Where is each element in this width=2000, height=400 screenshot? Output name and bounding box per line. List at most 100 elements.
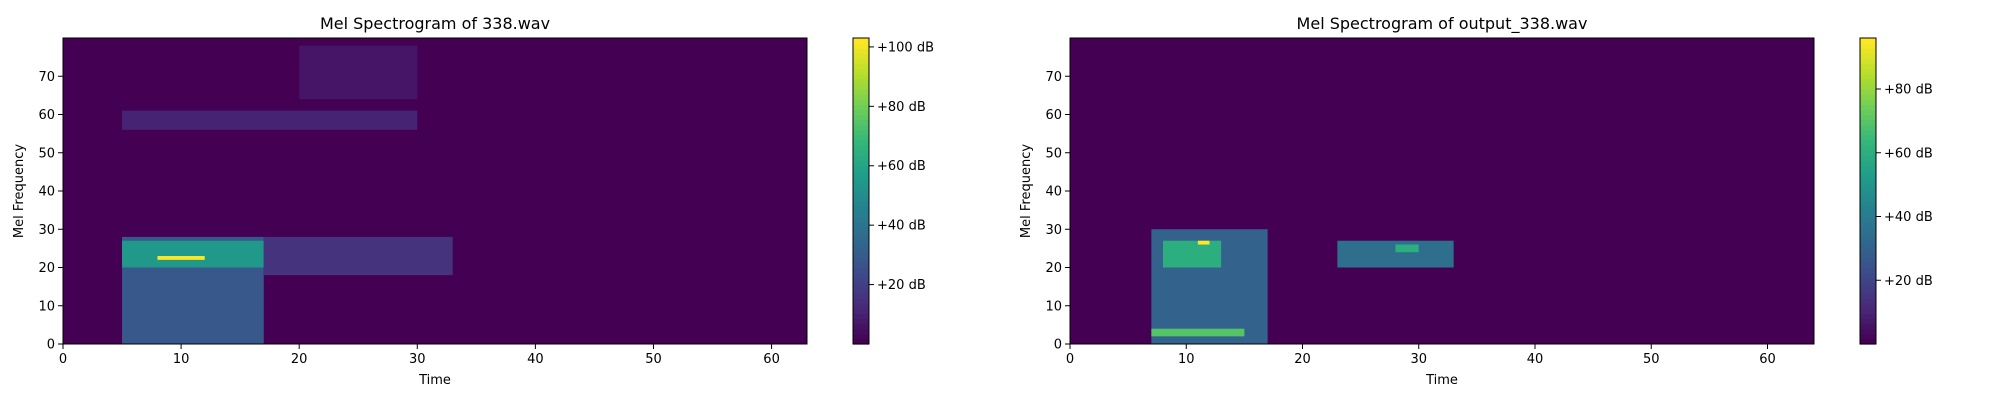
colorbar-step xyxy=(853,170,869,177)
colorbar-step xyxy=(1860,298,1876,304)
x-tick-label: 0 xyxy=(1066,352,1074,367)
colorbar-step xyxy=(853,109,869,116)
colorbar-step xyxy=(853,140,869,146)
colorbar-step xyxy=(853,293,869,299)
colorbar-step xyxy=(1860,272,1876,279)
colorbar-step xyxy=(1860,247,1876,253)
colorbar-tick-label: +20 dB xyxy=(877,278,926,293)
spectrogram-panel-1: 0 10 20 30 40 50 60 0 10 20 30 40 50 60 70 Mel Spectrog… xyxy=(12,14,934,388)
colorbar-step xyxy=(853,236,869,243)
colorbar-step xyxy=(853,333,869,340)
colorbar-step xyxy=(1860,68,1876,75)
energy-region-4 xyxy=(1151,328,1245,337)
colorbar-step xyxy=(853,201,869,207)
colorbar-step xyxy=(853,175,869,182)
colorbar-step xyxy=(1860,236,1876,243)
colorbar-step xyxy=(853,338,869,345)
colorbar-step xyxy=(853,206,869,212)
colorbar-step xyxy=(853,328,869,335)
colorbar-tick-label: +40 dB xyxy=(877,219,926,234)
colorbar-step xyxy=(1860,216,1876,223)
colorbar-step xyxy=(1860,262,1876,269)
colorbar-step xyxy=(1860,180,1876,187)
colorbar-step xyxy=(1860,185,1876,192)
colorbar-step xyxy=(853,38,869,44)
x-tick-label: 40 xyxy=(527,352,544,367)
colorbar-step xyxy=(1860,267,1876,274)
colorbar-step xyxy=(1860,119,1876,126)
x-tick-label: 60 xyxy=(763,352,780,367)
chart-title: Mel Spectrogram of output_338.wav xyxy=(1297,14,1588,34)
colorbar-step xyxy=(1860,328,1876,335)
colorbar-step xyxy=(1860,323,1876,330)
colorbar-step xyxy=(1860,226,1876,233)
colorbar-step xyxy=(1860,165,1876,172)
colorbar-step xyxy=(853,78,869,85)
colorbar-step xyxy=(1860,282,1876,289)
colorbar-step xyxy=(853,191,869,197)
colorbar-step xyxy=(853,145,869,151)
colorbar-step xyxy=(853,134,869,141)
colorbar-step xyxy=(853,185,869,192)
colorbar-step xyxy=(1860,308,1876,314)
colorbar-step xyxy=(853,124,869,131)
y-tick-label: 20 xyxy=(38,261,55,276)
x-tick-label: 10 xyxy=(173,352,190,367)
colorbar-step xyxy=(853,73,869,80)
colorbar-step xyxy=(853,119,869,126)
colorbar-step xyxy=(853,221,869,228)
x-tick-label: 50 xyxy=(1643,352,1660,367)
energy-region-3 xyxy=(1197,240,1210,245)
colorbar-step xyxy=(853,282,869,289)
x-tick-label: 20 xyxy=(1294,352,1311,367)
colorbar-step xyxy=(853,94,869,100)
colorbar-tick-label: +100 dB xyxy=(877,40,934,55)
colorbar-step xyxy=(1860,140,1876,146)
colorbar-step xyxy=(1860,231,1876,238)
colorbar-step xyxy=(1860,104,1876,110)
colorbar-step xyxy=(853,287,869,294)
colorbar-step xyxy=(853,89,869,95)
colorbar-step xyxy=(853,298,869,304)
colorbar-step xyxy=(1860,134,1876,141)
colorbar-step xyxy=(853,303,869,309)
colorbar-step xyxy=(1860,58,1876,65)
colorbar-step xyxy=(853,226,869,233)
colorbar-step xyxy=(853,43,869,49)
x-axis-label: Time xyxy=(1425,373,1458,388)
colorbar-step xyxy=(1860,129,1876,136)
colorbar-step xyxy=(853,53,869,59)
colorbar-step xyxy=(853,160,869,167)
colorbar-step xyxy=(1860,277,1876,284)
colorbar-step xyxy=(1860,48,1876,54)
colorbar-step xyxy=(853,267,869,274)
y-tick-label: 10 xyxy=(38,299,55,314)
y-tick-label: 30 xyxy=(38,223,55,238)
colorbar-step xyxy=(853,323,869,330)
y-tick-label: 10 xyxy=(1045,299,1062,314)
colorbar-step xyxy=(853,313,869,320)
colorbar-step xyxy=(1860,170,1876,177)
colorbar-step xyxy=(1860,318,1876,325)
colorbar-frame xyxy=(1859,37,1877,345)
y-tick-label: 70 xyxy=(1045,70,1062,85)
colorbar-step xyxy=(1860,333,1876,340)
y-tick-label: 60 xyxy=(38,108,55,123)
colorbar-step xyxy=(1860,221,1876,228)
colorbar-step xyxy=(853,165,869,172)
colorbar-step xyxy=(853,252,869,258)
colorbar-step xyxy=(853,308,869,314)
y-axis-label: Mel Frequency xyxy=(12,144,27,238)
colorbar-step xyxy=(853,58,869,65)
energy-region-2 xyxy=(122,240,264,268)
x-axis-label: Time xyxy=(418,373,451,388)
colorbar-step xyxy=(1860,94,1876,100)
colorbar-step xyxy=(853,63,869,70)
colorbar-step xyxy=(1860,257,1876,263)
colorbar-tick-label: +60 dB xyxy=(877,159,926,174)
x-tick-label: 10 xyxy=(1178,352,1195,367)
colorbar-step xyxy=(1860,53,1876,59)
y-tick-label: 20 xyxy=(1045,261,1062,276)
colorbar-step xyxy=(1860,196,1876,202)
